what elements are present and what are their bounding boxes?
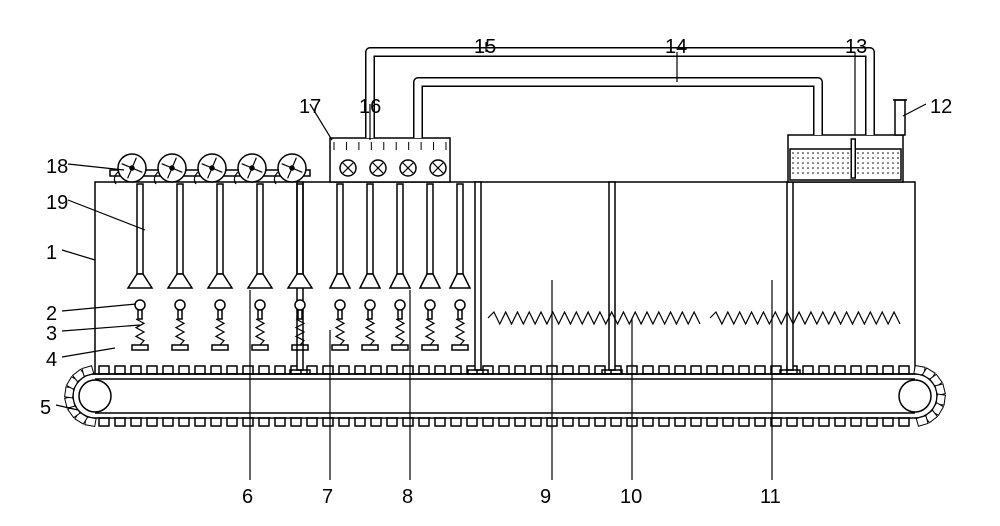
callout-label: 10 [620, 486, 642, 509]
callout-label: 9 [540, 486, 551, 509]
callout-label: 16 [359, 96, 381, 119]
callout-label: 19 [46, 192, 68, 215]
callout-label: 3 [46, 323, 57, 346]
callout-label: 13 [845, 36, 867, 59]
callout-label: 12 [930, 96, 952, 119]
callout-label: 14 [665, 36, 687, 59]
callout-label: 18 [46, 156, 68, 179]
callout-label: 17 [299, 96, 321, 119]
callout-label: 8 [402, 486, 413, 509]
callout-label: 15 [474, 36, 496, 59]
callout-label: 11 [760, 486, 781, 509]
callout-label: 1 [46, 242, 57, 265]
callout-label: 5 [40, 397, 51, 420]
callout-label: 4 [46, 349, 57, 372]
callout-label: 6 [242, 486, 253, 509]
callout-label: 7 [322, 486, 333, 509]
